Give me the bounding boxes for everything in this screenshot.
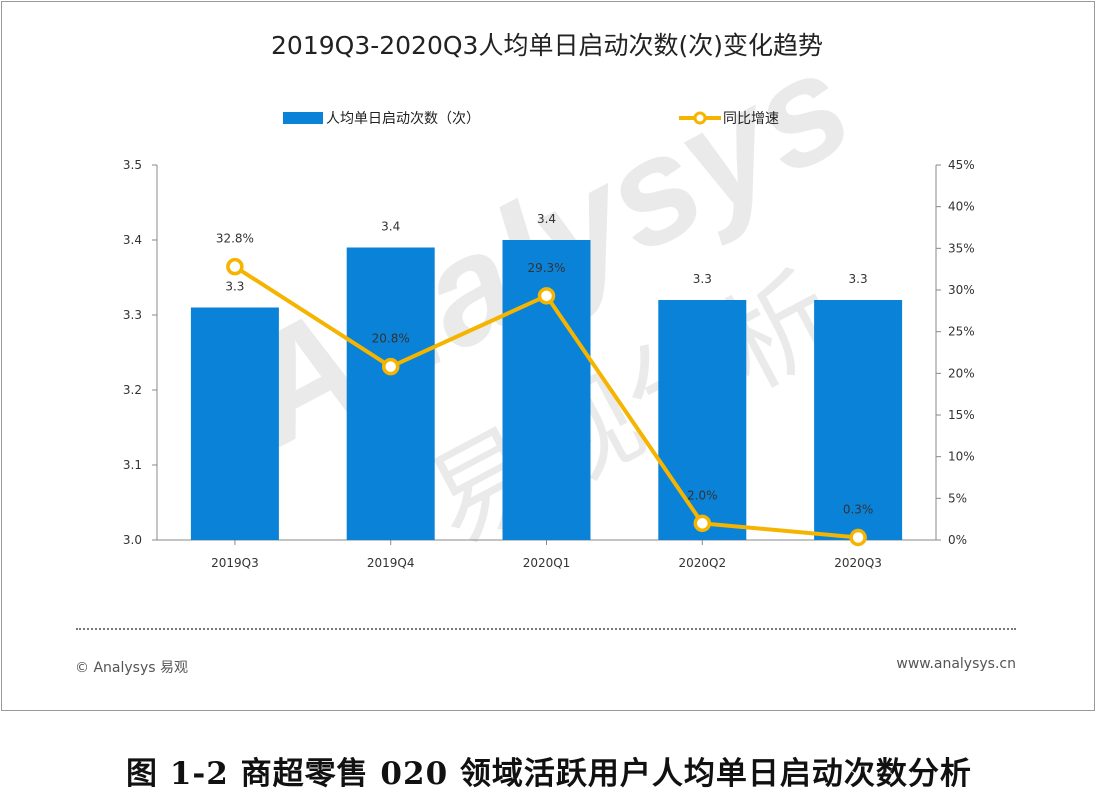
y-right-tick-label: 20%	[948, 366, 975, 380]
y-right-tick-label: 45%	[948, 158, 975, 172]
y-left-tick-label: 3.1	[123, 458, 142, 472]
y-left-tick-label: 3.2	[123, 383, 142, 397]
bar-value-label: 3.3	[693, 272, 712, 286]
copyright-text: © Analysys 易观	[75, 660, 188, 676]
y-right-tick-label: 10%	[948, 450, 975, 464]
website-text: www.analysys.cn	[896, 656, 1016, 672]
legend-line-swatch	[679, 111, 721, 125]
y-right-tick-label: 30%	[948, 283, 975, 297]
bar	[814, 300, 903, 540]
bar	[502, 240, 591, 540]
y-right-tick-label: 40%	[948, 200, 975, 214]
bar-value-label: 3.4	[381, 220, 400, 234]
growth-point	[693, 514, 712, 533]
footer-divider	[76, 628, 1016, 630]
growth-value-label: 0.3%	[843, 503, 874, 517]
y-left-tick-label: 3.0	[123, 533, 142, 547]
chart-title: 2019Q3-2020Q3人均单日启动次数(次)变化趋势	[271, 31, 823, 60]
x-tick-label: 2019Q4	[367, 556, 415, 570]
growth-value-label: 32.8%	[216, 232, 254, 246]
x-tick-label: 2019Q3	[211, 556, 259, 570]
y-right-tick-label: 15%	[948, 408, 975, 422]
bar	[346, 247, 435, 540]
y-right-tick-label: 35%	[948, 241, 975, 255]
x-tick-label: 2020Q1	[523, 556, 571, 570]
figure-caption: 图 1-2 商超零售 020 领域活跃用户人均单日启动次数分析	[126, 756, 972, 792]
growth-point	[537, 287, 556, 305]
bar-value-label: 3.3	[849, 272, 868, 286]
growth-point	[849, 528, 867, 547]
y-left-tick-label: 3.5	[123, 158, 142, 172]
y-left-tick-label: 3.4	[123, 233, 142, 247]
bar-value-label: 3.4	[537, 212, 556, 226]
x-tick-label: 2020Q3	[834, 556, 882, 570]
y-left-tick-label: 3.3	[123, 308, 142, 322]
y-right-tick-label: 25%	[948, 325, 975, 339]
legend-bar-swatch	[283, 112, 323, 124]
growth-point	[226, 257, 244, 276]
growth-point	[381, 357, 400, 376]
growth-value-label: 20.8%	[372, 332, 410, 346]
y-right-tick-label: 5%	[948, 491, 967, 505]
bar-value-label: 3.3	[225, 280, 244, 294]
growth-value-label: 29.3%	[527, 261, 565, 275]
legend-line-label: 同比增速	[723, 111, 779, 127]
bar	[658, 300, 747, 540]
bar	[190, 307, 279, 540]
legend-bar-label: 人均单日启动次数（次）	[326, 111, 480, 127]
y-right-tick-label: 0%	[948, 533, 967, 547]
growth-value-label: 2.0%	[687, 488, 718, 502]
x-tick-label: 2020Q2	[678, 556, 726, 570]
legend: 人均单日启动次数（次） 同比增速	[0, 108, 1094, 128]
